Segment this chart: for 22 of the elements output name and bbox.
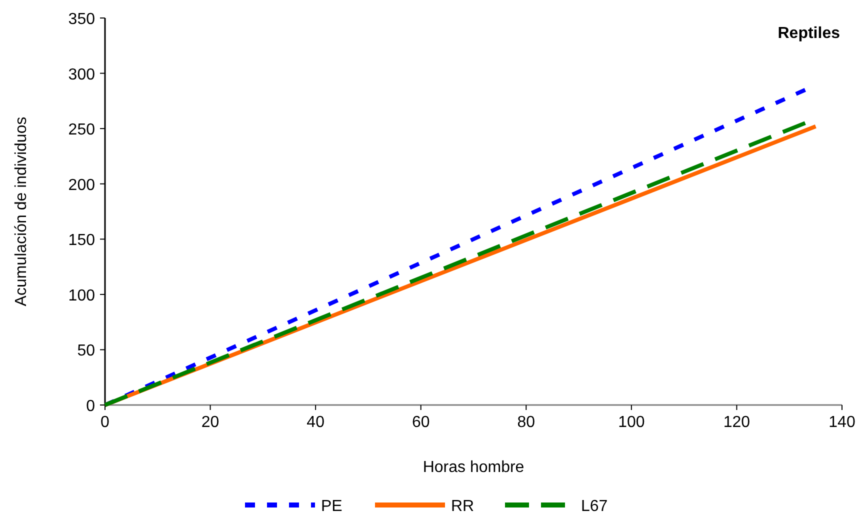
y-tick-label: 50 [77, 342, 96, 360]
x-tick-label: 80 [517, 414, 536, 431]
chart-title: Reptiles [778, 25, 840, 42]
x-tick-label: 40 [306, 414, 325, 431]
y-tick-label: 150 [68, 232, 96, 250]
x-tick-label: 100 [618, 414, 645, 431]
legend-label: RR [451, 498, 474, 515]
x-tick-label: 140 [828, 414, 856, 431]
x-tick-label: 20 [201, 414, 220, 431]
x-tick-label: 0 [100, 414, 110, 431]
y-tick-label: 300 [68, 66, 96, 84]
y-axis-title: Acumulación de individuos [13, 116, 30, 306]
x-axis-title: Horas hombre [422, 459, 524, 476]
x-tick-label: 120 [723, 414, 750, 431]
y-tick-label: 250 [68, 122, 96, 139]
legend-label: PE [321, 498, 342, 515]
y-tick-label: 0 [86, 398, 96, 415]
legend-label: L67 [581, 498, 608, 515]
y-tick-label: 100 [68, 287, 96, 304]
x-tick-label: 60 [412, 414, 430, 431]
y-tick-label: 350 [68, 11, 96, 28]
y-tick-label: 200 [68, 176, 96, 194]
